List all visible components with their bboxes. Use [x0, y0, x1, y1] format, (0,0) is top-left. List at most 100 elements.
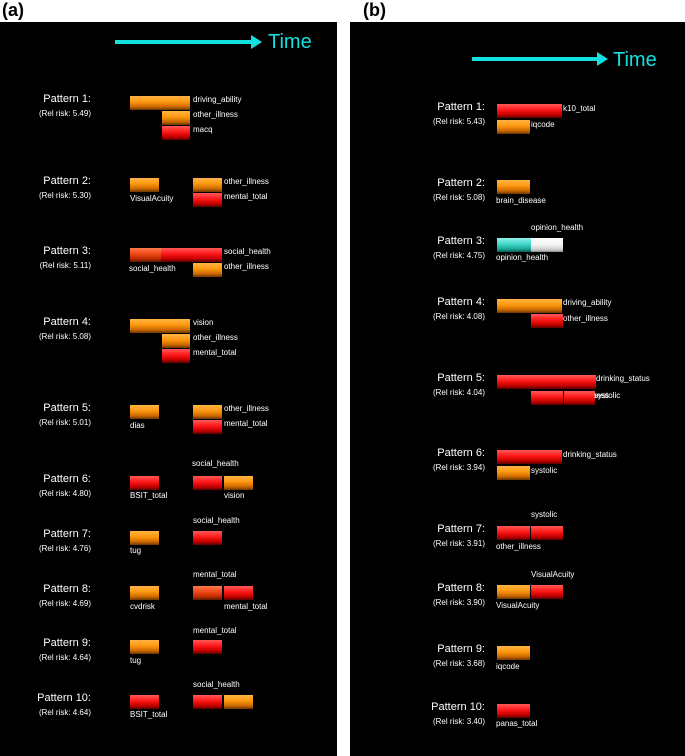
- interval-bar: [130, 248, 161, 262]
- interval-bar: [130, 531, 159, 545]
- interval-bar: [531, 526, 563, 540]
- interval-bar: [162, 126, 190, 140]
- interval-label: mental_total: [224, 602, 268, 611]
- time-label: Time: [268, 31, 312, 53]
- interval-label: social_health: [193, 680, 240, 689]
- pattern-name: Pattern 1:: [43, 93, 91, 105]
- interval-bar: [497, 375, 596, 389]
- panel-b: Time Pattern 1: (Rel risk: 5.43) k10_total i…: [350, 22, 685, 756]
- interval-bar: [531, 585, 563, 599]
- interval-label: iqcode: [531, 120, 555, 129]
- interval-label: BSIT_total: [130, 710, 168, 719]
- interval-bar: [193, 640, 222, 654]
- interval-bar: [497, 704, 530, 718]
- interval-bar: [130, 96, 190, 110]
- interval-label: systolic: [531, 466, 558, 475]
- pattern-name: Pattern 4:: [437, 296, 485, 308]
- pattern-rel-risk: (Rel risk: 5.43): [432, 117, 485, 126]
- interval-bar: [531, 238, 563, 252]
- pattern-rel-risk: (Rel risk: 4.76): [38, 544, 91, 553]
- interval-bar: [130, 586, 159, 600]
- interval-bar: [130, 476, 159, 490]
- interval-bar: [497, 180, 530, 194]
- pattern-rel-risk: (Rel risk: 5.01): [38, 418, 91, 427]
- pattern-rel-risk: (Rel risk: 3.91): [432, 539, 485, 548]
- interval-label: tug: [130, 546, 142, 555]
- interval-label: other_illness: [563, 314, 608, 323]
- pattern-name: Pattern 3:: [43, 245, 91, 257]
- pattern-name: Pattern 9:: [437, 643, 485, 655]
- interval-label: other_illness: [193, 110, 238, 119]
- pattern-rel-risk: (Rel risk: 4.69): [38, 599, 91, 608]
- interval-bar: [130, 695, 159, 709]
- interval-bar: [193, 405, 222, 419]
- interval-label: vision: [193, 318, 214, 327]
- pattern-rel-risk: (Rel risk: 4.08): [432, 312, 485, 321]
- pattern-rel-risk: (Rel risk: 3.94): [432, 463, 485, 472]
- panel-a-label: (a): [2, 0, 24, 20]
- interval-label: social_health: [192, 459, 239, 468]
- interval-bar: [564, 391, 595, 405]
- interval-label: macq: [193, 125, 213, 134]
- pattern-rel-risk: (Rel risk: 3.90): [432, 598, 485, 607]
- interval-bar: [193, 586, 222, 600]
- interval-label: opinion_health: [496, 253, 549, 262]
- interval-bar: [193, 178, 222, 192]
- interval-bar: [497, 299, 562, 313]
- interval-label: other_illness: [193, 333, 238, 342]
- pattern-name: Pattern 5:: [43, 402, 91, 414]
- interval-bar: [497, 585, 530, 599]
- interval-bar: [497, 238, 531, 252]
- interval-bar: [130, 178, 159, 192]
- interval-bar: [497, 466, 530, 480]
- pattern-name: Pattern 5:: [437, 372, 485, 384]
- interval-bar: [497, 646, 530, 660]
- panel-a: Time Pattern 1: (Rel risk: 5.49) driving_ab…: [0, 22, 337, 756]
- interval-bar: [497, 104, 562, 118]
- interval-label: driving_ability: [193, 95, 242, 104]
- interval-bar: [130, 319, 190, 333]
- pattern-name: Pattern 7:: [43, 528, 91, 540]
- interval-label: mental_total: [193, 626, 237, 635]
- interval-label: drinking_status: [596, 374, 650, 383]
- pattern-name: Pattern 10:: [37, 692, 91, 704]
- interval-bar: [193, 695, 222, 709]
- interval-label: systolic: [594, 391, 621, 400]
- interval-bar: [162, 349, 190, 363]
- panel-b-label: (b): [363, 0, 386, 20]
- time-arrow-icon: [115, 35, 262, 49]
- pattern-name: Pattern 4:: [43, 316, 91, 328]
- pattern-rel-risk: (Rel risk: 4.64): [38, 653, 91, 662]
- interval-label: VisualAcuity: [531, 570, 575, 579]
- interval-label: social_health: [193, 516, 240, 525]
- interval-label: social_health: [224, 247, 271, 256]
- interval-label: k10_total: [563, 104, 596, 113]
- pattern-name: Pattern 2:: [437, 177, 485, 189]
- interval-label: VisualAcuity: [130, 194, 174, 203]
- interval-bar: [193, 420, 222, 434]
- time-arrow-icon: [472, 52, 608, 66]
- pattern-name: Pattern 6:: [43, 473, 91, 485]
- interval-label: other_illness: [496, 542, 541, 551]
- pattern-rel-risk: (Rel risk: 5.49): [38, 109, 91, 118]
- interval-label: other_illness: [224, 262, 269, 271]
- interval-label: systolic: [531, 510, 558, 519]
- pattern-name: Pattern 2:: [43, 175, 91, 187]
- interval-bar: [497, 526, 530, 540]
- interval-label: other_illness: [224, 177, 269, 186]
- pattern-name: Pattern 7:: [437, 523, 485, 535]
- interval-bar: [193, 476, 222, 490]
- pattern-name: Pattern 8:: [437, 582, 485, 594]
- interval-label: vision: [224, 491, 245, 500]
- interval-label: other_illness: [224, 404, 269, 413]
- interval-bar: [162, 334, 190, 348]
- interval-label: drinking_status: [563, 450, 617, 459]
- interval-label: cvdrisk: [130, 602, 155, 611]
- interval-label: brain_disease: [496, 196, 546, 205]
- interval-bar: [531, 314, 563, 328]
- interval-bar: [130, 405, 159, 419]
- pattern-name: Pattern 9:: [43, 637, 91, 649]
- pattern-rel-risk: (Rel risk: 5.08): [38, 332, 91, 341]
- interval-label: tug: [130, 656, 142, 665]
- interval-label: opinion_health: [531, 223, 584, 232]
